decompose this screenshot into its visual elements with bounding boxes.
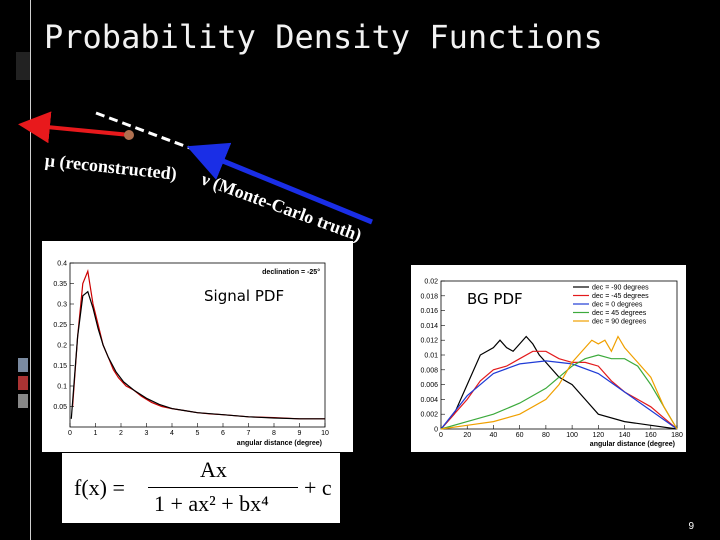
x-tick-label: 7 (247, 430, 251, 437)
x-tick-label: 140 (619, 432, 631, 439)
y-tick-label: 0.35 (53, 281, 67, 288)
formula-lhs: f(x) = (74, 475, 125, 500)
plot-frame (69, 262, 326, 428)
left-bar-mark-2 (18, 376, 28, 390)
y-tick-label: 0.25 (53, 322, 67, 329)
series-line-3 (440, 354, 678, 430)
legend-entry-0: dec = -90 degrees (592, 285, 649, 292)
series-line-0 (440, 335, 678, 430)
y-tick-label: 0.05 (53, 404, 67, 411)
x-tick-label: 0 (68, 430, 72, 437)
y-tick-label: 0.02 (424, 279, 438, 286)
x-tick-label: 3 (145, 430, 149, 437)
formula-denominator: 1 + ax² + bx⁴ (154, 491, 269, 516)
x-tick-label: 180 (671, 432, 683, 439)
x-tick-label: 100 (566, 432, 578, 439)
y-tick-label: 0.018 (420, 293, 438, 300)
series-line-1 (440, 350, 678, 430)
series-line-2 (440, 360, 678, 430)
legend-entry-2: dec = 0 degrees (592, 302, 643, 309)
x-tick-label: 9 (298, 430, 302, 437)
y-tick-label: 0.002 (420, 412, 438, 419)
left-bar-mark-1 (18, 358, 28, 372)
legend-entry-4: dec = 90 degrees (592, 319, 647, 326)
x-tick-label: 2 (119, 430, 123, 437)
x-tick-label: 40 (490, 432, 498, 439)
series-line-1 (70, 290, 325, 420)
y-tick-label: 0.4 (57, 261, 67, 268)
legend-entry-3: dec = 45 degrees (592, 310, 647, 317)
left-bar-mark-3 (18, 394, 28, 408)
y-tick-label: 0.15 (53, 363, 67, 370)
signal-pdf-chart: 0 1 2 3 4 5 6 7 8 9 10 0.05 0.1 0.15 0.2 0.25 0.3 0.35 0.4… (53, 261, 329, 448)
nu-arrow (186, 142, 373, 225)
signal-x-axis-label: angular distance (degree) (237, 440, 322, 447)
slide-title: Probability Density Functions (44, 18, 603, 56)
dashed-line (95, 111, 191, 150)
y-tick-label: 0.016 (420, 308, 438, 315)
direction-diagram (18, 111, 373, 225)
signal-annotation: declination = -25° (262, 268, 320, 276)
y-tick-label: 0.008 (420, 367, 438, 374)
page-number: 9 (688, 521, 694, 532)
bg-x-axis-label: angular distance (degree) (590, 441, 675, 448)
signal-pdf-panel: 0 1 2 3 4 5 6 7 8 9 10 0.05 0.1 0.15 0.2 0.25 0.3 0.35 0.4… (42, 241, 353, 452)
x-tick-label: 0 (439, 432, 443, 439)
y-tick-label: 0.004 (420, 397, 438, 404)
y-tick-label: 0.2 (57, 343, 67, 350)
left-bar (16, 52, 30, 80)
y-tick-label: 0 (434, 427, 438, 434)
x-tick-label: 20 (463, 432, 471, 439)
mu-arrow (18, 111, 131, 144)
x-tick-label: 60 (516, 432, 524, 439)
y-tick-label: 0.014 (420, 323, 438, 330)
y-tick-label: 0.006 (420, 382, 438, 389)
signal-pdf-label: Signal PDF (204, 287, 285, 305)
formula-box: f(x) = Ax 1 + ax² + bx⁴ + c (62, 453, 340, 523)
y-tick-label: 0.01 (424, 353, 438, 360)
x-tick-label: 160 (645, 432, 657, 439)
y-tick-label: 0.012 (420, 338, 438, 345)
series-line-4 (440, 335, 678, 430)
formula-fraction-bar (148, 487, 298, 488)
x-tick-label: 80 (542, 432, 550, 439)
bg-pdf-panel: 0 20 40 60 80 100 120 140 160 180 0 0.002 0.004 0.006… (411, 265, 686, 452)
formula-plus-c: + c (304, 475, 332, 500)
legend-entry-1: dec = -45 degrees (592, 293, 649, 300)
y-tick-label: 0.1 (57, 384, 67, 391)
x-tick-label: 8 (272, 430, 276, 437)
bg-pdf-label: BG PDF (467, 290, 523, 308)
bg-pdf-chart: 0 20 40 60 80 100 120 140 160 180 0 0.002 0.004 0.006… (420, 279, 683, 449)
formula-numerator: Ax (200, 457, 227, 482)
x-tick-label: 6 (221, 430, 225, 437)
x-tick-label: 5 (196, 430, 200, 437)
x-tick-label: 1 (94, 430, 98, 437)
vertex-point (124, 130, 134, 140)
x-tick-label: 10 (321, 430, 329, 437)
series-line-0 (72, 268, 325, 420)
x-tick-label: 120 (592, 432, 604, 439)
y-tick-label: 0.3 (57, 302, 67, 309)
x-tick-label: 4 (170, 430, 174, 437)
slide-frame (30, 0, 720, 540)
